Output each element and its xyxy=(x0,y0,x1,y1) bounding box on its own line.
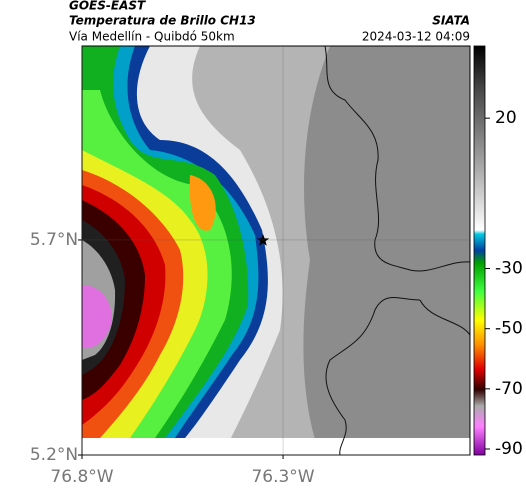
colorbar-tick-label: -30 xyxy=(495,259,523,279)
colorbar xyxy=(473,45,486,456)
colorbar-tick-label: 20 xyxy=(495,108,517,128)
satellite-image xyxy=(82,46,470,455)
satellite: GOES-EAST xyxy=(69,0,146,13)
timestamp: 2024-03-12 04:09 xyxy=(362,30,470,44)
product: Temperatura de Brillo CH13 xyxy=(69,14,256,28)
x-tick-label: 76.8°W xyxy=(50,467,113,487)
colorbar-tick-label: -90 xyxy=(495,439,523,459)
source: SIATA xyxy=(432,14,470,28)
y-tick-label: 5.2°N xyxy=(30,445,78,465)
colorbar-tick-label: -70 xyxy=(495,379,523,399)
route: Vía Medellín - Quibdó 50km xyxy=(69,30,235,44)
colorbar-tick-label: -50 xyxy=(495,319,523,339)
x-tick-label: 76.3°W xyxy=(251,467,314,487)
y-tick-label: 5.7°N xyxy=(30,230,78,250)
